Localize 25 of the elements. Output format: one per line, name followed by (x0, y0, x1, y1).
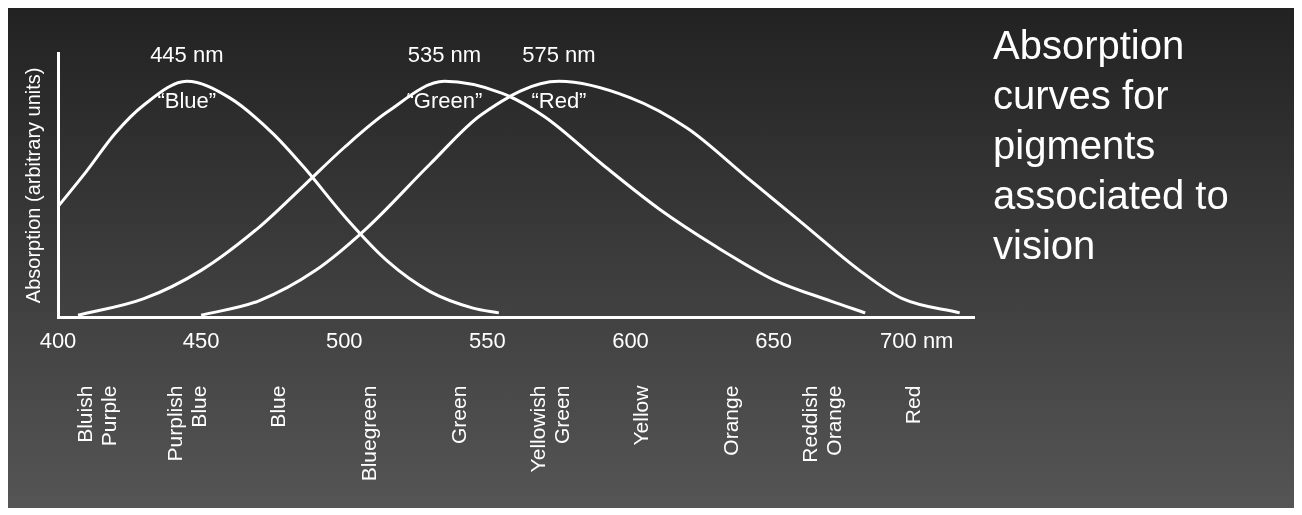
y-axis-title: Absorption (arbitrary units) (21, 67, 44, 304)
annotation: 535 nm (407, 42, 482, 68)
text: Bluegreen (356, 385, 380, 482)
x-tick-label: 700 nm (880, 327, 954, 353)
text: Blue (266, 385, 290, 428)
text: Yellow (628, 384, 652, 446)
text: Yellowish Green (526, 385, 574, 473)
text: Reddish Orange (798, 385, 846, 463)
x-tick-label: 550 (469, 327, 506, 353)
text: Purplish Blue (163, 385, 211, 462)
x-tick-label: 600 (612, 327, 649, 353)
annotation: 445 nm (150, 42, 224, 68)
series-label: “Blue” (157, 88, 217, 114)
x-tick-label: 500 (325, 327, 363, 353)
text: Bluish Purple (72, 385, 120, 447)
text: Red (900, 385, 924, 425)
x-tick-label: 650 (755, 327, 792, 353)
series-label: “Red” (531, 88, 587, 114)
text: Green (447, 385, 471, 444)
x-tick-label: 450 (182, 327, 220, 353)
text: Absorption curves for pigments associated to vision (993, 22, 1230, 269)
text: Orange (719, 385, 743, 456)
annotation: 575 nm (522, 42, 596, 68)
series-label: “Green” (406, 88, 483, 114)
x-tick-label: 400 (39, 327, 77, 353)
